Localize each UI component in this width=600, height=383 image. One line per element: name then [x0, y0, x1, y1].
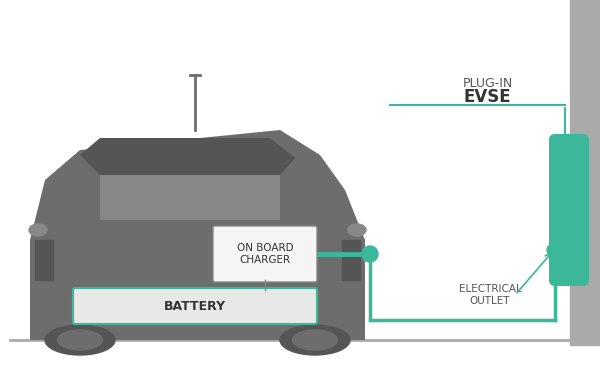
Circle shape: [362, 246, 378, 262]
Ellipse shape: [280, 325, 350, 355]
Text: BATTERY: BATTERY: [164, 300, 226, 313]
Bar: [570, 0, 600, 345]
Ellipse shape: [45, 325, 115, 355]
Ellipse shape: [58, 330, 103, 350]
Ellipse shape: [29, 224, 47, 236]
Ellipse shape: [348, 224, 366, 236]
Polygon shape: [80, 138, 295, 175]
Text: EVSE: EVSE: [464, 88, 511, 106]
FancyBboxPatch shape: [213, 226, 317, 282]
Ellipse shape: [292, 330, 337, 350]
Text: ON BOARD
CHARGER: ON BOARD CHARGER: [236, 243, 293, 265]
Text: ELECTRICAL
OUTLET: ELECTRICAL OUTLET: [458, 284, 521, 306]
Bar: [342, 240, 360, 280]
FancyBboxPatch shape: [73, 288, 317, 324]
Bar: [35, 240, 53, 280]
Polygon shape: [100, 175, 280, 220]
Polygon shape: [30, 130, 365, 340]
FancyBboxPatch shape: [549, 134, 589, 286]
Text: PLUG-IN: PLUG-IN: [463, 77, 512, 90]
Circle shape: [547, 244, 559, 256]
